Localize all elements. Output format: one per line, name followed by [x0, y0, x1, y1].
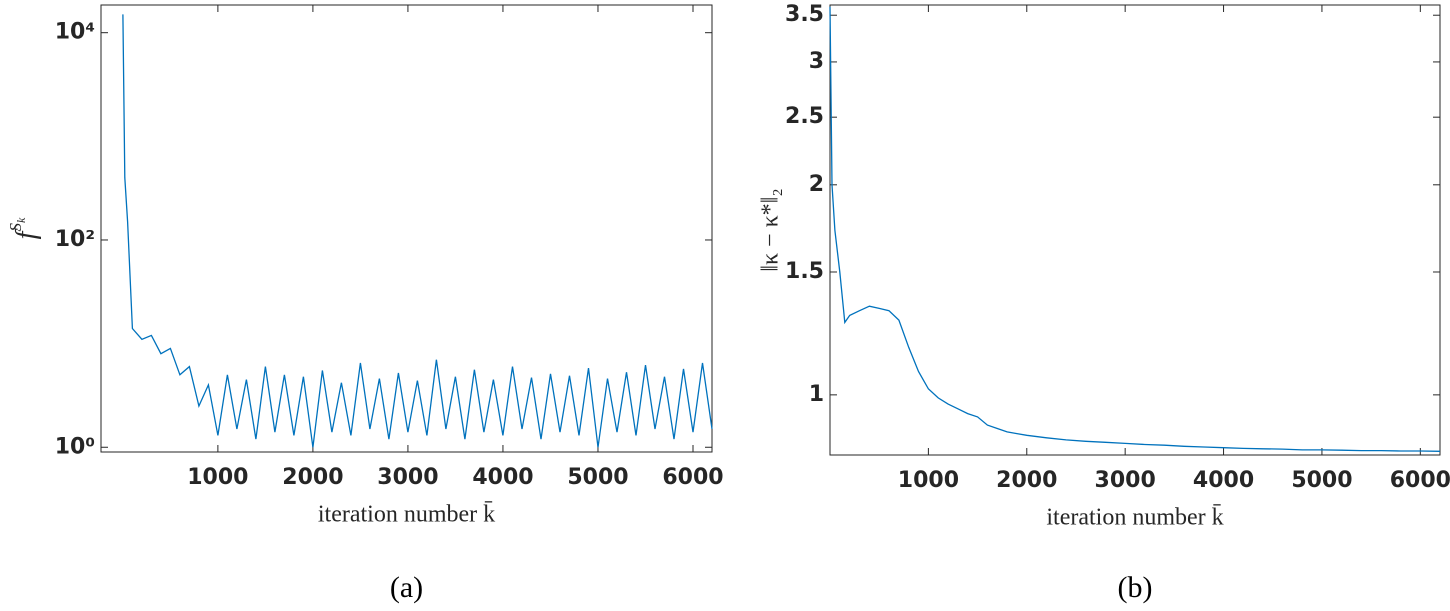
caption: (b) — [1118, 571, 1153, 604]
x-tick-label: 2000 — [996, 468, 1057, 493]
caption: (a) — [390, 571, 423, 604]
plot-frame — [100, 4, 713, 453]
x-tick-label: 4000 — [472, 465, 533, 490]
y-tick-label: 10⁴ — [55, 20, 95, 45]
y-tick-label: 3.5 — [785, 2, 824, 27]
x-tick-label: 6000 — [662, 465, 723, 490]
x-tick-label: 1000 — [187, 465, 248, 490]
x-tick-label: 3000 — [1095, 468, 1156, 493]
y-label-sup: S — [6, 223, 25, 232]
x-tick-label: 6000 — [1390, 468, 1450, 493]
y-tick-label: 2 — [809, 172, 824, 197]
y-tick-label: 10² — [55, 227, 95, 252]
x-axis-label: iteration number k̄ — [1046, 504, 1223, 530]
x-tick-label: 1000 — [898, 468, 959, 493]
y-tick-label: 3 — [809, 49, 824, 74]
x-tick-label: 5000 — [567, 465, 628, 490]
y-axis-label: fSk — [6, 217, 43, 239]
plot-frame — [829, 4, 1441, 456]
y-label-sub: k — [14, 217, 28, 223]
x-tick-label: 4000 — [1193, 468, 1254, 493]
x-tick-label: 3000 — [377, 465, 438, 490]
y-label-base: f — [11, 228, 42, 239]
data-line — [829, 6, 1441, 452]
y-tick-label: 1 — [809, 382, 824, 407]
y-tick-label: 1.5 — [785, 259, 824, 284]
y-tick-label: 2.5 — [785, 104, 824, 129]
data-line — [122, 14, 713, 448]
x-tick-label: 2000 — [282, 465, 343, 490]
y-tick-label: 10⁰ — [55, 434, 95, 459]
y-axis-label: ‖κ − κ*‖₂ — [758, 188, 784, 272]
x-tick-label: 5000 — [1291, 468, 1352, 493]
x-axis-label: iteration number k̄ — [318, 501, 495, 527]
